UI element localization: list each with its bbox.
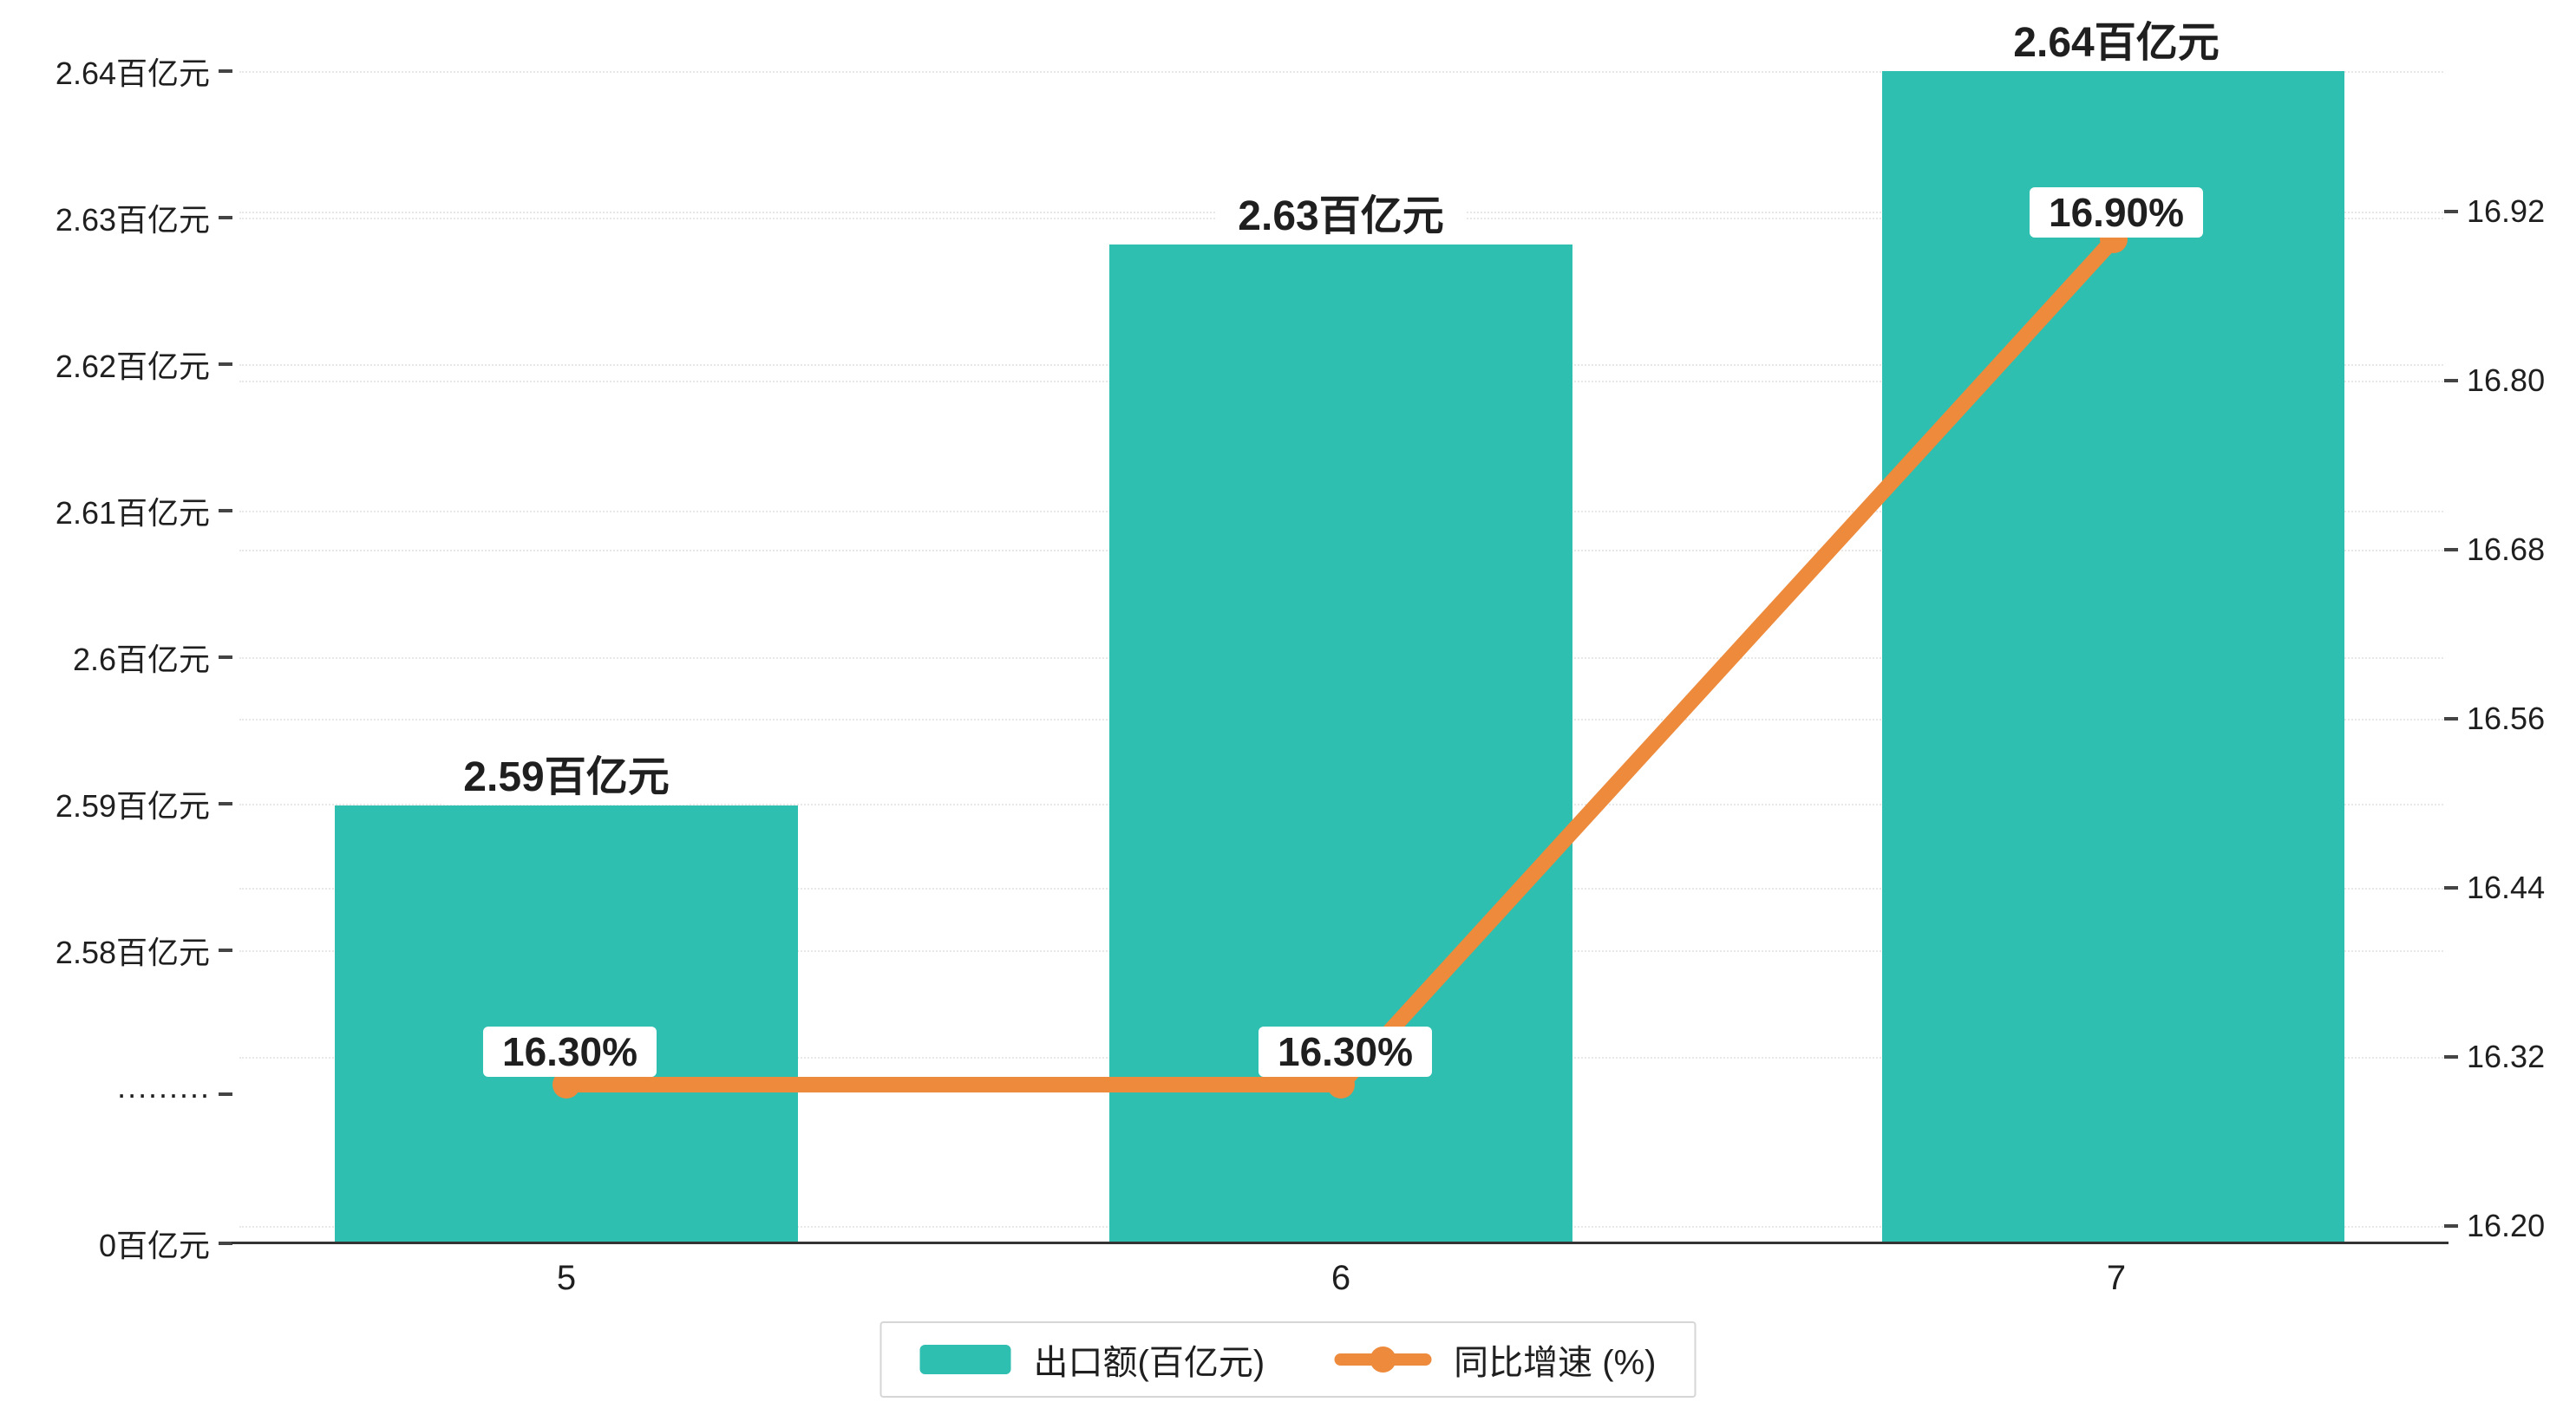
left-axis-row: 0百亿元	[0, 1221, 232, 1266]
tick-mark	[219, 509, 232, 512]
right-axis-label: 16.80	[2467, 362, 2546, 398]
axis-break-dots: ·········	[116, 1076, 210, 1112]
right-axis-label: 16.92	[2467, 193, 2546, 229]
x-category-label: 7	[2106, 1259, 2127, 1297]
left-axis-label: 2.61百亿元	[55, 495, 210, 531]
left-axis-row: 2.63百亿元	[0, 195, 232, 240]
right-axis-row: 16.32	[2444, 1039, 2545, 1075]
growth-line[interactable]	[559, 231, 2122, 1092]
line-value-label: 16.30%	[482, 1027, 657, 1077]
bar-month-7[interactable]	[1882, 71, 2344, 1243]
tick-mark	[219, 655, 232, 659]
line-value-label: 16.90%	[2029, 187, 2204, 238]
left-axis-label: 2.62百亿元	[55, 349, 210, 384]
tick-mark	[2444, 548, 2458, 551]
tick-mark	[219, 69, 232, 73]
left-axis-row: 2.61百亿元	[0, 488, 232, 533]
left-axis-label: 2.59百亿元	[55, 788, 210, 824]
right-axis-row: 16.80	[2444, 362, 2545, 399]
left-axis-break-row: ·········	[0, 1076, 232, 1112]
growth-line-point[interactable]	[1327, 1071, 1355, 1099]
right-axis-label: 16.20	[2467, 1208, 2546, 1243]
bar-month-5[interactable]	[335, 805, 798, 1243]
x-category-label: 5	[556, 1259, 577, 1297]
right-axis-label: 16.56	[2467, 701, 2546, 736]
tick-mark	[2444, 210, 2458, 213]
tick-mark	[219, 362, 232, 366]
right-axis-row: 16.68	[2444, 531, 2545, 568]
left-axis-label: 2.58百亿元	[55, 935, 210, 970]
tick-mark	[2444, 717, 2458, 721]
right-axis-row: 16.44	[2444, 870, 2545, 906]
bar-value-label: 2.63百亿元	[1215, 190, 1467, 244]
tick-mark	[219, 949, 232, 952]
tick-mark	[219, 802, 232, 805]
legend-label: 同比增速 (%)	[1454, 1344, 1657, 1382]
line-value-label: 16.30%	[1258, 1027, 1433, 1077]
tick-mark	[219, 1092, 232, 1096]
x-axis-line	[232, 1242, 2449, 1244]
left-axis-row: 2.59百亿元	[0, 781, 232, 826]
bar-value-label: 2.64百亿元	[1991, 16, 2242, 70]
growth-line-point[interactable]	[552, 1071, 580, 1099]
right-axis-label: 16.68	[2467, 531, 2546, 567]
tick-mark	[2444, 1224, 2458, 1228]
tick-mark	[2444, 1055, 2458, 1059]
left-axis-row: 2.64百亿元	[0, 49, 232, 94]
bar-series-swatch-icon	[919, 1345, 1011, 1374]
tick-mark	[219, 216, 232, 219]
right-axis-row: 16.20	[2444, 1208, 2545, 1244]
tick-mark	[2444, 886, 2458, 890]
tick-mark	[219, 1242, 232, 1245]
left-axis-label: 0百亿元	[98, 1228, 210, 1263]
left-axis-row: 2.62百亿元	[0, 342, 232, 387]
legend-item-growth[interactable]: 同比增速 (%)	[1334, 1334, 1656, 1385]
left-axis-label: 2.63百亿元	[55, 202, 210, 238]
legend-item-export[interactable]: 出口额(百亿元)	[919, 1334, 1265, 1385]
right-axis-row: 16.92	[2444, 193, 2545, 230]
gridline-h	[239, 71, 2443, 73]
tick-mark	[2444, 379, 2458, 382]
left-axis-label: 2.6百亿元	[72, 642, 210, 677]
left-axis-row: 2.6百亿元	[0, 635, 232, 680]
bar-value-label: 2.59百亿元	[441, 751, 692, 805]
line-series-marker-icon	[1334, 1345, 1432, 1374]
left-axis-row: 2.58百亿元	[0, 928, 232, 973]
right-axis-label: 16.44	[2467, 870, 2546, 905]
legend-label: 出口额(百亿元)	[1033, 1344, 1265, 1382]
x-category-label: 6	[1330, 1259, 1351, 1297]
left-axis-label: 2.64百亿元	[55, 55, 210, 91]
right-axis-label: 16.32	[2467, 1039, 2546, 1074]
right-axis-row: 16.56	[2444, 701, 2545, 737]
legend: 出口额(百亿元) 同比增速 (%)	[879, 1321, 1697, 1398]
